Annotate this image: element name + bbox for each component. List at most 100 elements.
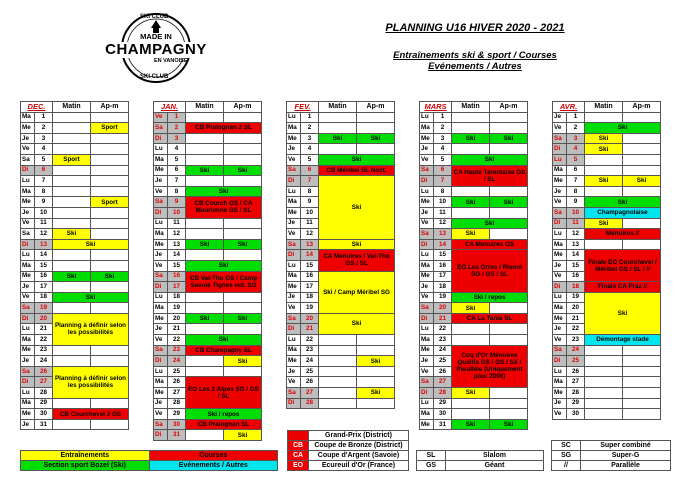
discipline-code: // xyxy=(551,460,581,471)
afternoon-cell xyxy=(489,387,528,399)
day-number: 19 xyxy=(566,291,585,304)
day-number: 11 xyxy=(167,217,186,230)
morning-cell: Sport xyxy=(52,153,91,166)
discipline-codes-1: SL Slalom GS Géant xyxy=(416,450,544,471)
day-number: 11 xyxy=(566,217,585,230)
day-number: 8 xyxy=(167,185,186,198)
day-number: 27 xyxy=(167,387,186,399)
morning-cell: Ski xyxy=(318,132,357,145)
day-row: Di 6 xyxy=(20,164,129,177)
day-row: Ma 16 Ski / Camp Méribel SG xyxy=(286,270,395,314)
morning-cell: Ski xyxy=(451,228,490,240)
activity-cell: Menuires // xyxy=(584,228,661,240)
race-codes: Grand-Prix (District) CB Coupe de Bronze (… xyxy=(287,430,409,471)
day-row: Je 29 xyxy=(552,397,661,410)
day-number: 14 xyxy=(566,249,585,261)
afternoon-cell xyxy=(356,334,395,346)
afternoon-cell: Sport xyxy=(90,196,129,208)
weekday: Ve xyxy=(286,228,301,240)
activity-cell: CA La Tania SL xyxy=(451,312,528,325)
morning-cell: Ski xyxy=(185,238,224,251)
afternoon-cell xyxy=(622,344,661,357)
weekday: Je xyxy=(552,323,567,336)
day-row: Di 3 xyxy=(153,132,262,145)
day-row: Je 7 xyxy=(153,175,262,187)
day-row: Lu 26 xyxy=(552,365,661,378)
morning-cell: Ski xyxy=(451,387,490,399)
afternoon-cell xyxy=(356,111,395,124)
morning-cell xyxy=(52,111,91,124)
afternoon-cell xyxy=(489,228,528,240)
weekday: Lu xyxy=(552,153,567,166)
day-number: 16 xyxy=(34,270,53,283)
day-row: Lu 5 xyxy=(552,153,661,166)
morning-cell xyxy=(584,376,623,389)
day-row: Sa 3 Ski xyxy=(552,132,661,145)
morning-cell xyxy=(451,143,490,155)
morning-cell xyxy=(318,344,357,357)
day-row: Ma 6 xyxy=(552,164,661,177)
morning-cell xyxy=(584,365,623,378)
afternoon-cell xyxy=(356,143,395,155)
day-row: Me 10 Ski Ski xyxy=(419,196,528,208)
day-row: Me 17 xyxy=(286,281,395,293)
weekday: Ma xyxy=(419,259,434,272)
weekday: Ve xyxy=(552,270,567,283)
activity-cell: Planning à définir selon les possibilité… xyxy=(52,312,129,346)
weekday: Me xyxy=(419,270,434,283)
day-row: Ma 13 xyxy=(552,238,661,251)
weekday: Ve xyxy=(419,291,434,304)
day-row: Lu 1 xyxy=(419,111,528,124)
weekday: Di xyxy=(20,238,35,251)
day-row: Me 31 Ski Ski xyxy=(419,418,528,431)
morning-cell xyxy=(185,132,224,145)
day-number: 15 xyxy=(300,259,319,272)
day-number: 30 xyxy=(167,418,186,431)
activity-cell: CB Pralognan 2 SL xyxy=(185,122,262,134)
day-number: 25 xyxy=(167,365,186,378)
morning-cell xyxy=(52,196,91,208)
morning-cell xyxy=(52,143,91,155)
weekday: Lu xyxy=(552,365,567,378)
day-number: 16 xyxy=(566,270,585,283)
day-row: Lu 11 xyxy=(153,217,262,230)
day-number: 31 xyxy=(433,418,452,431)
day-number: 2 xyxy=(167,122,186,134)
day-row: Sa 6 CA Haute Tarentaise GS / SL xyxy=(419,164,528,187)
activity-cell: Ski xyxy=(584,291,661,336)
morning-cell xyxy=(584,153,623,166)
afternoon-cell xyxy=(223,365,262,378)
afternoon-cell xyxy=(622,365,661,378)
day-number: 2 xyxy=(566,122,585,134)
afternoon-cell xyxy=(622,185,661,198)
day-row: Di 18 Finale CA Praz // xyxy=(552,281,661,293)
afternoon-cell: Ski xyxy=(223,355,262,367)
afternoon-cell xyxy=(223,153,262,166)
day-number: 2 xyxy=(433,122,452,134)
day-number: 23 xyxy=(300,344,319,357)
day-number: 22 xyxy=(433,323,452,336)
afternoon-cell xyxy=(489,185,528,198)
day-number: 13 xyxy=(566,238,585,251)
afternoon-cell: Ski xyxy=(356,355,395,367)
afternoon-cell xyxy=(489,302,528,314)
day-row: Me 24 Coq d'Or Ménuires Qualifs GS / GS / … xyxy=(419,344,528,389)
morning-cell xyxy=(451,323,490,336)
weekday: Sa xyxy=(286,238,301,251)
afternoon-cell xyxy=(90,281,129,293)
morning-cell xyxy=(185,429,224,441)
day-row: Ma 5 xyxy=(153,153,262,166)
activity-cell: Finale CA Praz // xyxy=(584,281,661,293)
morning-cell xyxy=(52,344,91,357)
month-table-0: DEC. Matin Ap-m Ma 1 Me 2 Sport Je 3 Ve 4 Sa 5 Sport Di… xyxy=(20,101,129,431)
weekday: Sa xyxy=(153,196,168,208)
weekday: Lu xyxy=(153,217,168,230)
weekday: Ma xyxy=(286,122,301,134)
weekday: Di xyxy=(552,355,567,367)
weekday: Sa xyxy=(20,228,35,240)
month-table-4: AVR. Matin Ap-m Je 1 Ve 2 Ski Sa 3 Ski Di 4 Ski Lu 5 Ma 6… xyxy=(552,101,661,420)
day-number: 25 xyxy=(433,355,452,367)
day-number: 2 xyxy=(34,122,53,134)
afternoon-cell xyxy=(489,111,528,124)
day-number: 16 xyxy=(300,270,319,283)
